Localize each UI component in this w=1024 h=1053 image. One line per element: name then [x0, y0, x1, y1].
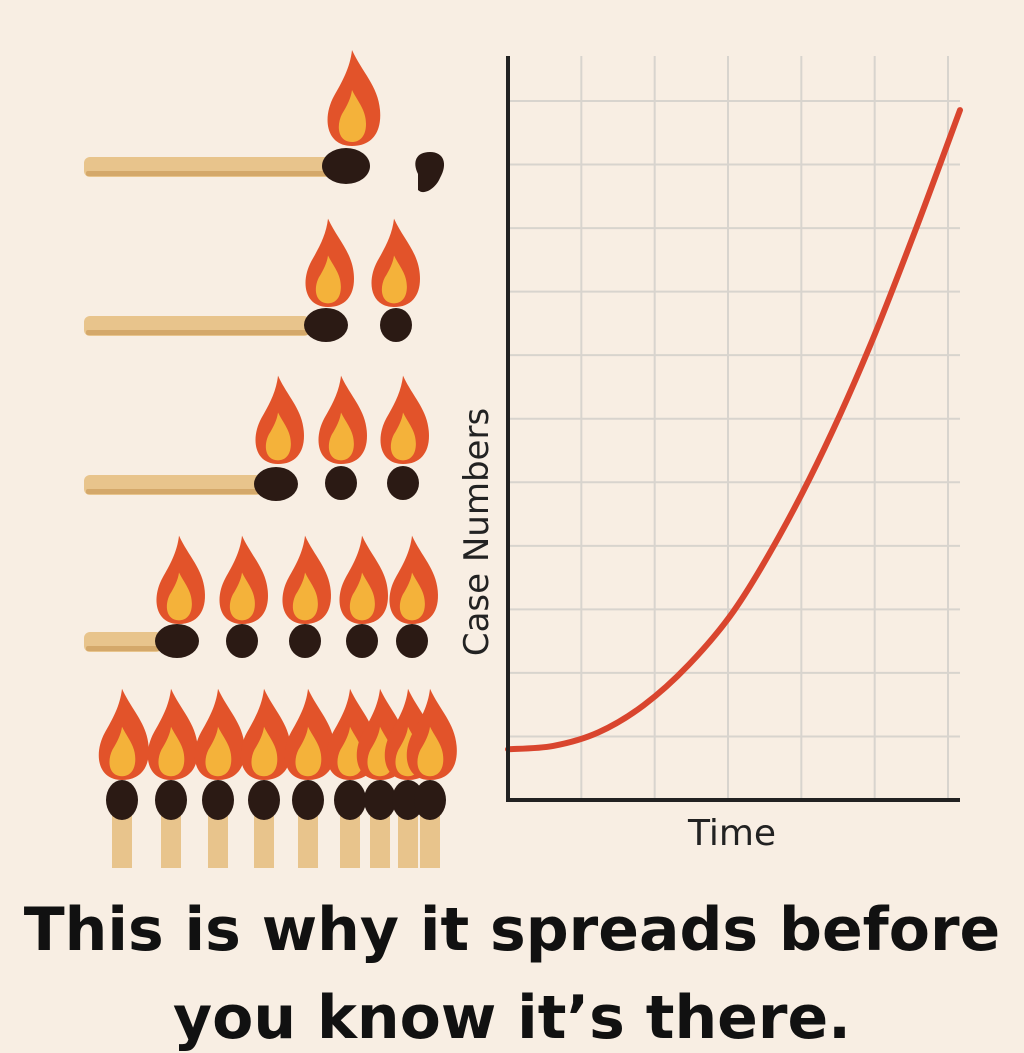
caption-line-2: you know it’s there.: [173, 983, 851, 1053]
flame-icon: [318, 375, 367, 464]
match-head-icon: [364, 780, 396, 820]
match-head-icon: [380, 308, 412, 342]
x-axis-label: Time: [687, 813, 776, 854]
flame-icon: [147, 688, 198, 780]
y-axis-label: Case Numbers: [457, 408, 497, 656]
flame-icon: [327, 50, 381, 146]
match-head-icon: [202, 780, 234, 820]
match-head-icon: [106, 780, 138, 820]
match-head-icon: [322, 148, 370, 184]
match-stick-icon: [398, 806, 418, 868]
match-stick-icon: [420, 806, 440, 868]
match-stick-shade-icon: [86, 330, 308, 335]
case-curve: [505, 107, 963, 753]
match-stick-icon: [208, 806, 228, 868]
match-head-icon: [414, 780, 446, 820]
flame-icon: [282, 535, 331, 624]
match-stick-icon: [161, 806, 181, 868]
match-head-icon: [226, 624, 258, 658]
flame-icon: [194, 688, 245, 780]
match-head-icon: [396, 624, 428, 658]
match-stick-icon: [254, 806, 274, 868]
flame-icon: [371, 218, 420, 307]
match-head-icon: [248, 780, 280, 820]
match-stick-shade-icon: [86, 646, 160, 651]
match-head-icon: [387, 466, 419, 500]
caption-line-1: This is why it spreads before: [23, 895, 1001, 965]
flame-icon: [156, 535, 205, 624]
flame-icon: [219, 535, 268, 624]
flame-icon: [284, 688, 335, 780]
spent-match-head-icon: [415, 152, 445, 193]
match-head-icon: [155, 624, 199, 658]
matches-illustration: [84, 50, 457, 868]
flame-icon: [240, 688, 291, 780]
flame-icon: [406, 688, 457, 780]
match-head-icon: [346, 624, 378, 658]
match-stick-icon: [298, 806, 318, 868]
match-head-icon: [325, 466, 357, 500]
match-stick-icon: [340, 806, 360, 868]
match-head-icon: [334, 780, 366, 820]
match-head-icon: [304, 308, 348, 342]
case-growth-chart: Time Case Numbers: [457, 56, 963, 854]
match-head-icon: [254, 467, 298, 501]
match-head-icon: [155, 780, 187, 820]
match-head-icon: [392, 780, 424, 820]
flame-icon: [98, 688, 149, 780]
flame-icon: [389, 535, 438, 624]
flame-icon: [339, 535, 388, 624]
match-head-icon: [292, 780, 324, 820]
match-stick-icon: [370, 806, 390, 868]
match-stick-shade-icon: [86, 489, 260, 494]
match-head-icon: [289, 624, 321, 658]
chart-grid: [508, 56, 960, 800]
match-stick-icon: [112, 806, 132, 868]
flame-icon: [380, 375, 429, 464]
match-stick-shade-icon: [86, 171, 330, 176]
flame-icon: [305, 218, 354, 307]
flame-icon: [255, 375, 304, 464]
